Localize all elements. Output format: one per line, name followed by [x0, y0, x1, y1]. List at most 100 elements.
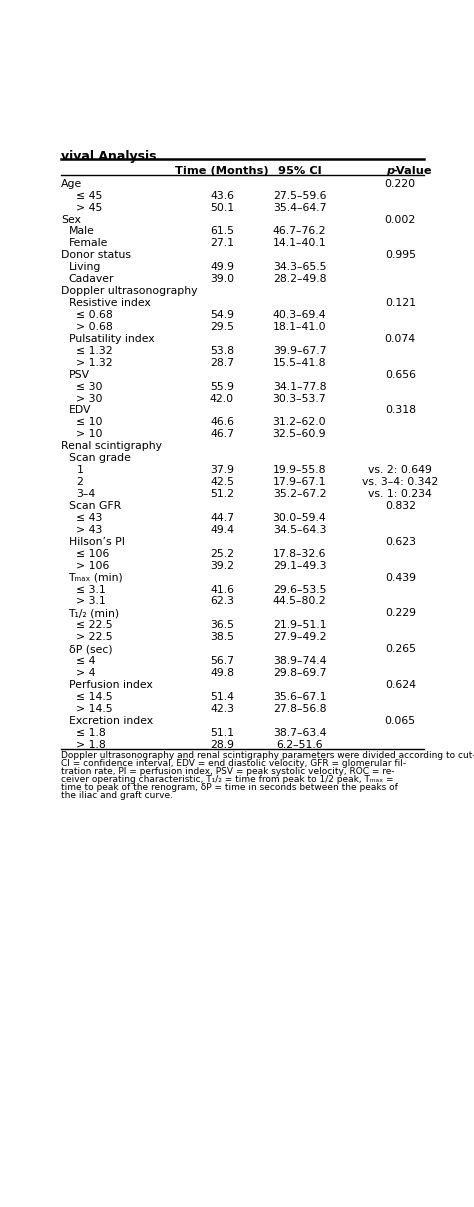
Text: Tₘₐₓ (min): Tₘₐₓ (min)	[69, 572, 123, 583]
Text: 40.3–69.4: 40.3–69.4	[273, 310, 326, 320]
Text: 30.0–59.4: 30.0–59.4	[273, 513, 327, 523]
Text: 19.9–55.8: 19.9–55.8	[273, 465, 326, 476]
Text: 0.121: 0.121	[385, 298, 416, 308]
Text: 34.1–77.8: 34.1–77.8	[273, 381, 326, 391]
Text: vs. 2: 0.649: vs. 2: 0.649	[368, 465, 432, 476]
Text: δP (sec): δP (sec)	[69, 645, 112, 654]
Text: vival Analysis: vival Analysis	[61, 150, 156, 163]
Text: > 0.68: > 0.68	[76, 322, 113, 332]
Text: 46.7–76.2: 46.7–76.2	[273, 227, 326, 237]
Text: 44.7: 44.7	[210, 513, 234, 523]
Text: 35.6–67.1: 35.6–67.1	[273, 692, 326, 702]
Text: Doppler ultrasonography: Doppler ultrasonography	[61, 286, 197, 296]
Text: 30.3–53.7: 30.3–53.7	[273, 393, 326, 403]
Text: 55.9: 55.9	[210, 381, 234, 391]
Text: 46.6: 46.6	[210, 418, 234, 427]
Text: ≤ 43: ≤ 43	[76, 513, 103, 523]
Text: 31.2–62.0: 31.2–62.0	[273, 418, 326, 427]
Text: > 14.5: > 14.5	[76, 704, 113, 713]
Text: 27.8–56.8: 27.8–56.8	[273, 704, 326, 713]
Text: Resistive index: Resistive index	[69, 298, 150, 308]
Text: Excretion index: Excretion index	[69, 716, 153, 725]
Text: 0.439: 0.439	[385, 572, 416, 583]
Text: > 3.1: > 3.1	[76, 596, 106, 606]
Text: 51.1: 51.1	[210, 728, 234, 737]
Text: 50.1: 50.1	[210, 203, 234, 212]
Text: 34.3–65.5: 34.3–65.5	[273, 262, 326, 273]
Text: 36.5: 36.5	[210, 620, 234, 630]
Text: 15.5–41.8: 15.5–41.8	[273, 357, 326, 368]
Text: 0.656: 0.656	[385, 369, 416, 380]
Text: ≤ 22.5: ≤ 22.5	[76, 620, 113, 630]
Text: > 22.5: > 22.5	[76, 632, 113, 642]
Text: ≤ 1.8: ≤ 1.8	[76, 728, 106, 737]
Text: ≤ 30: ≤ 30	[76, 381, 103, 391]
Text: 27.5–59.6: 27.5–59.6	[273, 191, 326, 200]
Text: 34.5–64.3: 34.5–64.3	[273, 525, 326, 535]
Text: Scan GFR: Scan GFR	[69, 501, 121, 511]
Text: time to peak of the renogram, δP = time in seconds between the peaks of: time to peak of the renogram, δP = time …	[61, 783, 398, 792]
Text: 6.2–51.6: 6.2–51.6	[276, 740, 323, 750]
Text: 18.1–41.0: 18.1–41.0	[273, 322, 326, 332]
Text: 29.1–49.3: 29.1–49.3	[273, 560, 326, 571]
Text: 14.1–40.1: 14.1–40.1	[273, 239, 326, 249]
Text: > 43: > 43	[76, 525, 103, 535]
Text: > 1.8: > 1.8	[76, 740, 106, 750]
Text: vs. 3–4: 0.342: vs. 3–4: 0.342	[362, 477, 438, 488]
Text: 0.220: 0.220	[385, 179, 416, 188]
Text: Renal scintigraphy: Renal scintigraphy	[61, 442, 162, 451]
Text: 43.6: 43.6	[210, 191, 234, 200]
Text: Living: Living	[69, 262, 101, 273]
Text: 38.5: 38.5	[210, 632, 234, 642]
Text: 0.624: 0.624	[385, 680, 416, 690]
Text: > 10: > 10	[76, 430, 103, 439]
Text: 1: 1	[76, 465, 83, 476]
Text: 28.2–49.8: 28.2–49.8	[273, 274, 326, 284]
Text: Pulsatility index: Pulsatility index	[69, 334, 154, 344]
Text: 49.9: 49.9	[210, 262, 234, 273]
Text: Donor status: Donor status	[61, 250, 131, 261]
Text: CI = confidence interval, EDV = end diastolic velocity, GFR = glomerular fil-: CI = confidence interval, EDV = end dias…	[61, 759, 406, 768]
Text: > 1.32: > 1.32	[76, 357, 113, 368]
Text: 38.7–63.4: 38.7–63.4	[273, 728, 326, 737]
Text: 0.265: 0.265	[385, 645, 416, 654]
Text: 61.5: 61.5	[210, 227, 234, 237]
Text: 0.229: 0.229	[385, 608, 416, 618]
Text: 29.5: 29.5	[210, 322, 234, 332]
Text: 0.002: 0.002	[384, 215, 416, 225]
Text: ceiver operating characteristic, T₁/₂ = time from peak to 1/2 peak, Tₘₐₓ =: ceiver operating characteristic, T₁/₂ = …	[61, 775, 393, 785]
Text: 0.623: 0.623	[385, 537, 416, 547]
Text: 21.9–51.1: 21.9–51.1	[273, 620, 326, 630]
Text: -Value: -Value	[392, 165, 432, 176]
Text: 28.7: 28.7	[210, 357, 234, 368]
Text: ≤ 45: ≤ 45	[76, 191, 103, 200]
Text: Perfusion index: Perfusion index	[69, 680, 152, 690]
Text: 39.9–67.7: 39.9–67.7	[273, 346, 326, 356]
Text: Hilson’s PI: Hilson’s PI	[69, 537, 125, 547]
Text: 41.6: 41.6	[210, 584, 234, 595]
Text: EDV: EDV	[69, 406, 91, 415]
Text: ≤ 10: ≤ 10	[76, 418, 103, 427]
Text: > 106: > 106	[76, 560, 109, 571]
Text: 17.9–67.1: 17.9–67.1	[273, 477, 326, 488]
Text: ≤ 4: ≤ 4	[76, 657, 96, 666]
Text: 37.9: 37.9	[210, 465, 234, 476]
Text: tration rate, PI = perfusion index, PSV = peak systolic velocity, ROC = re-: tration rate, PI = perfusion index, PSV …	[61, 766, 394, 776]
Text: 2: 2	[76, 477, 83, 488]
Text: 62.3: 62.3	[210, 596, 234, 606]
Text: 39.2: 39.2	[210, 560, 234, 571]
Text: 35.4–64.7: 35.4–64.7	[273, 203, 326, 212]
Text: 42.3: 42.3	[210, 704, 234, 713]
Text: 0.065: 0.065	[385, 716, 416, 725]
Text: 0.995: 0.995	[385, 250, 416, 261]
Text: the iliac and graft curve.: the iliac and graft curve.	[61, 792, 173, 800]
Text: > 30: > 30	[76, 393, 103, 403]
Text: 49.8: 49.8	[210, 667, 234, 678]
Text: 49.4: 49.4	[210, 525, 234, 535]
Text: ≤ 14.5: ≤ 14.5	[76, 692, 113, 702]
Text: 51.2: 51.2	[210, 489, 234, 498]
Text: 28.9: 28.9	[210, 740, 234, 750]
Text: 29.6–53.5: 29.6–53.5	[273, 584, 326, 595]
Text: 38.9–74.4: 38.9–74.4	[273, 657, 326, 666]
Text: 29.8–69.7: 29.8–69.7	[273, 667, 326, 678]
